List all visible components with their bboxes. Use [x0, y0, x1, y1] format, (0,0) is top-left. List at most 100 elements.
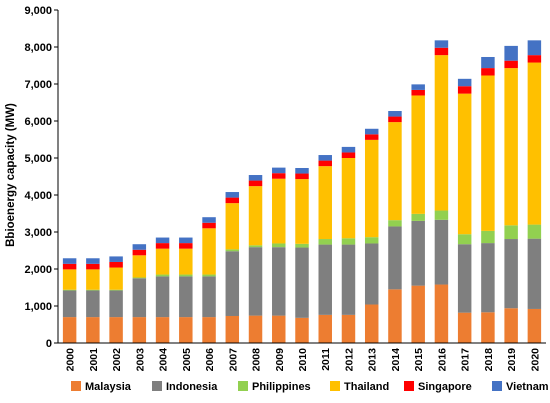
- bar-segment-singapore-2016: [434, 47, 449, 56]
- y-tick-label: 2,000: [24, 264, 52, 276]
- bar-segment-thailand-2002: [109, 267, 123, 290]
- bar-segment-thailand-2013: [364, 139, 379, 238]
- bar-segment-vietnam-2006: [202, 217, 216, 223]
- y-axis-title: Bbioenergy capacity (MW): [5, 103, 17, 247]
- bar-segment-singapore-2005: [179, 243, 193, 249]
- bar-segment-indonesia-2001: [86, 290, 100, 318]
- bar-segment-malaysia-2007: [225, 315, 240, 343]
- x-tick-label: 2004: [158, 348, 170, 372]
- bar-segment-indonesia-2006: [202, 276, 216, 318]
- bar-segment-thailand-2004: [155, 248, 170, 275]
- bar-segment-singapore-2004: [155, 243, 170, 249]
- bar-segment-indonesia-2004: [155, 276, 170, 318]
- bar-segment-philippines-2013: [364, 237, 379, 244]
- y-tick-label: 7,000: [24, 79, 52, 91]
- bar-segment-malaysia-2012: [341, 314, 356, 343]
- bar-segment-philippines-2000: [62, 289, 77, 291]
- legend: Malaysia Indonesia Philippines Thailand Sing…: [71, 381, 549, 393]
- bar-segment-malaysia-2000: [62, 317, 77, 343]
- legend-label-vietnam: Vietnam: [506, 381, 549, 393]
- x-tick-label: 2013: [367, 348, 379, 372]
- bar-segment-indonesia-2017: [457, 244, 472, 313]
- bar-segment-thailand-2001: [86, 269, 100, 290]
- bar-segment-singapore-2003: [132, 249, 147, 256]
- x-tick-label: 2003: [134, 348, 146, 372]
- bar-segment-singapore-2019: [504, 60, 518, 69]
- bar-segment-thailand-2012: [341, 158, 356, 239]
- bar-segment-philippines-2012: [341, 238, 356, 245]
- bar-segment-indonesia-2016: [434, 219, 449, 285]
- bar-segment-vietnam-2002: [109, 256, 123, 262]
- bar-segment-vietnam-2015: [411, 84, 425, 90]
- bar-segment-philippines-2015: [411, 213, 425, 221]
- legend-swatch-indonesia: [152, 381, 162, 391]
- bar-segment-indonesia-2014: [388, 226, 402, 290]
- bar-segment-vietnam-2020: [527, 40, 542, 56]
- x-tick-label: 2008: [251, 348, 263, 372]
- legend-swatch-singapore: [404, 381, 414, 391]
- x-tick-label: 2012: [343, 348, 355, 372]
- bar-segment-indonesia-2013: [364, 243, 379, 305]
- bar-segment-indonesia-2010: [295, 247, 309, 318]
- bar-segment-singapore-2020: [527, 55, 542, 63]
- bar-segment-singapore-2002: [109, 261, 123, 268]
- bar-segment-vietnam-2003: [132, 244, 147, 250]
- x-tick-label: 2009: [274, 348, 286, 372]
- bar-segment-indonesia-2007: [225, 251, 240, 316]
- y-tick-label: 5,000: [24, 153, 52, 165]
- bar-segment-malaysia-2010: [295, 317, 309, 343]
- bar-segment-malaysia-2005: [179, 317, 193, 343]
- bar-segment-indonesia-2000: [62, 290, 77, 318]
- bar-segment-malaysia-2016: [434, 284, 449, 343]
- bar-segment-thailand-2005: [179, 248, 193, 275]
- x-tick-label: 2019: [506, 348, 518, 372]
- bar-segment-vietnam-2019: [504, 45, 518, 61]
- bar-segment-philippines-2002: [109, 289, 123, 291]
- bar-segment-vietnam-2000: [62, 258, 77, 264]
- bar-segment-singapore-2009: [272, 173, 286, 179]
- bar-segment-philippines-2016: [434, 210, 449, 220]
- bar-segment-singapore-2018: [481, 68, 495, 76]
- bar-segment-philippines-2004: [155, 274, 170, 277]
- bar-segment-malaysia-2018: [481, 312, 495, 343]
- bar-segment-malaysia-2003: [132, 317, 147, 343]
- bar-segment-vietnam-2013: [364, 128, 379, 135]
- bar-segment-thailand-2016: [434, 55, 449, 211]
- x-tick-label: 2010: [297, 348, 309, 372]
- bar-segment-malaysia-2002: [109, 317, 123, 343]
- bar-segment-vietnam-2018: [481, 56, 495, 69]
- legend-label-philippines: Philippines: [252, 381, 311, 393]
- bar-segment-vietnam-2010: [295, 167, 309, 174]
- bar-segment-indonesia-2012: [341, 244, 356, 315]
- bar-segment-singapore-2001: [86, 263, 100, 270]
- bar-segment-thailand-2015: [411, 95, 425, 214]
- bar-segment-philippines-2001: [86, 289, 100, 291]
- bar-segment-malaysia-2009: [272, 315, 286, 343]
- bar-segment-malaysia-2011: [318, 314, 332, 343]
- x-tick-label: 2016: [436, 348, 448, 372]
- bar-segment-singapore-2014: [388, 116, 402, 123]
- bar-segment-singapore-2011: [318, 160, 332, 167]
- bar-segment-singapore-2008: [248, 180, 263, 187]
- bar-segment-singapore-2015: [411, 89, 425, 96]
- bar-segment-thailand-2006: [202, 228, 216, 275]
- bar-segment-thailand-2017: [457, 93, 472, 235]
- bar-segment-singapore-2000: [62, 263, 77, 270]
- bar-segment-malaysia-2004: [155, 317, 170, 343]
- bar-segment-philippines-2020: [527, 224, 542, 239]
- y-tick-label: 1,000: [24, 301, 52, 313]
- bar-segment-thailand-2000: [62, 269, 77, 290]
- bar-segment-philippines-2010: [295, 243, 309, 248]
- bar-segment-philippines-2009: [272, 243, 286, 248]
- bar-segment-malaysia-2019: [504, 308, 518, 343]
- bar-segment-indonesia-2009: [272, 247, 286, 316]
- legend-swatch-thailand: [330, 381, 340, 391]
- bar-segment-philippines-2014: [388, 220, 402, 227]
- x-axis: 2000 2001 2002 2003 2004 2005 2006 2007 2008 2009…: [58, 342, 546, 372]
- bar-segment-singapore-2007: [225, 197, 240, 204]
- bar-segment-thailand-2008: [248, 186, 263, 246]
- y-tick-label: 4,000: [24, 190, 52, 202]
- bar-segment-philippines-2011: [318, 239, 332, 245]
- bar-segment-vietnam-2007: [225, 192, 240, 198]
- bar-segment-thailand-2010: [295, 179, 309, 244]
